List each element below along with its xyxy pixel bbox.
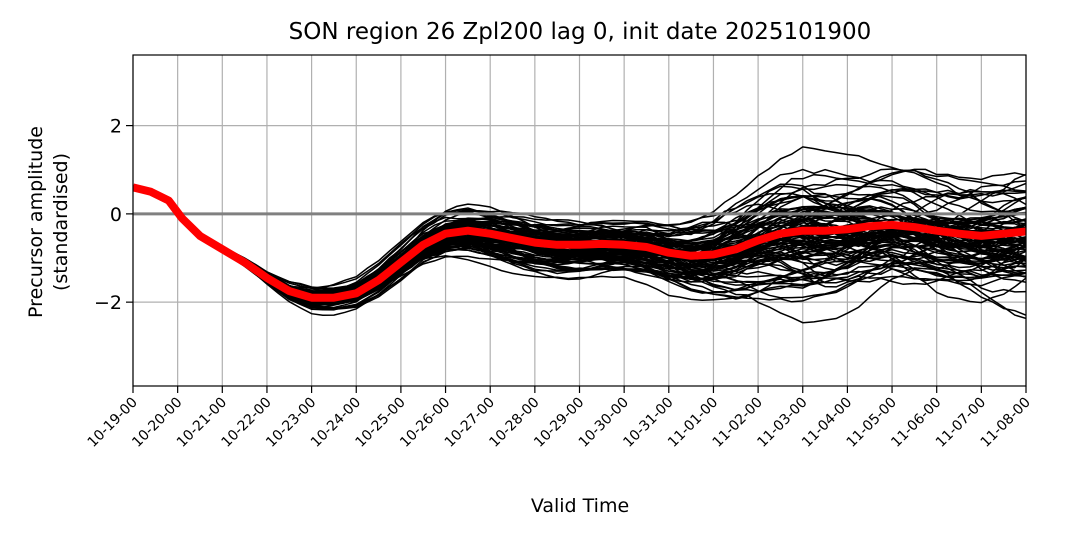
plot-area xyxy=(133,146,1026,324)
y-tick-label: 2 xyxy=(110,116,122,138)
y-tick-label: 0 xyxy=(110,204,122,226)
x-axis-label: Valid Time xyxy=(531,495,629,517)
chart-title: SON region 26 Zpl200 lag 0, init date 20… xyxy=(289,19,872,45)
y-tick-label: −2 xyxy=(94,292,122,314)
y-axis: −2 0 2 xyxy=(94,116,133,314)
ensemble-member-line xyxy=(133,186,1026,324)
ensemble-mean xyxy=(133,183,1026,302)
y-axis-label-line-2: (standardised) xyxy=(50,153,72,291)
y-axis-label-line-1: Precursor amplitude xyxy=(25,126,47,318)
ensemble-mean-line xyxy=(133,183,1026,302)
ensemble-member-line xyxy=(133,180,1026,289)
x-axis: 10-19-0010-20-0010-21-0010-22-0010-23-00… xyxy=(85,386,1034,451)
